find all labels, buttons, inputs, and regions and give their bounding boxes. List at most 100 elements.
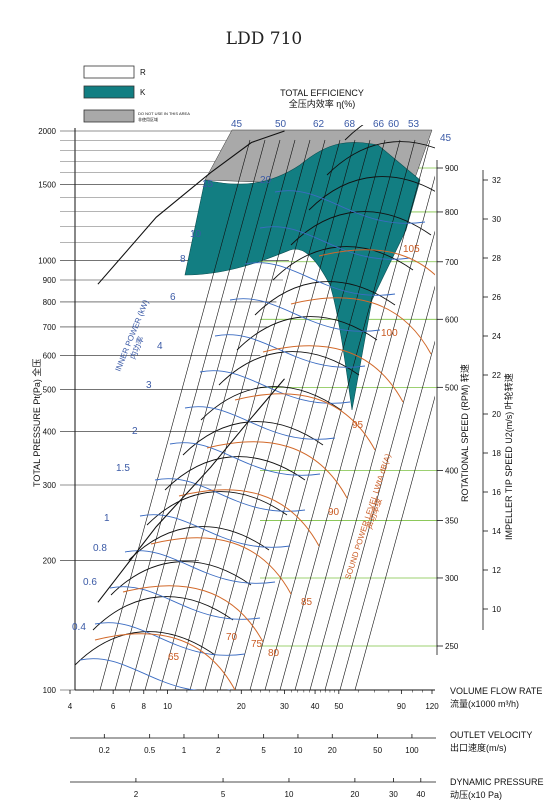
duty-line <box>354 395 435 690</box>
sound-value: 65 <box>168 652 180 663</box>
power-curve <box>274 190 426 224</box>
legend-swatch-k <box>83 85 135 99</box>
sound-value: 85 <box>301 597 313 608</box>
power-curve <box>124 550 276 584</box>
rpm-tick-label: 600 <box>445 315 459 324</box>
rpm-tick-label: 900 <box>445 164 459 173</box>
axis-ticks: 1002003004005006007008009001000150020004… <box>38 127 501 799</box>
velocity-tick-label: 0.2 <box>99 746 111 755</box>
duty-line <box>114 139 266 690</box>
fan-curve <box>290 211 432 246</box>
y-tick-label: 1000 <box>38 256 56 265</box>
velocity-tick-label: 0.5 <box>144 746 156 755</box>
sound-value: 75 <box>251 639 263 650</box>
fan-curve <box>92 596 234 631</box>
sound-curve <box>178 489 320 547</box>
power-curve <box>79 658 230 690</box>
power-value: 0.8 <box>93 543 107 554</box>
rpm-tick-label: 700 <box>445 258 459 267</box>
power-value: 20 <box>260 175 272 186</box>
legend-label-k: K <box>140 88 146 97</box>
sound-value: 95 <box>352 420 364 431</box>
sound-value: 90 <box>328 507 340 518</box>
tip-tick-label: 18 <box>492 449 501 458</box>
velocity-tick-label: 2 <box>216 746 221 755</box>
sound-value: 105 <box>403 244 420 255</box>
x-tick-label: 30 <box>280 702 289 711</box>
sound-curve <box>262 345 404 403</box>
sound-curve <box>234 393 376 451</box>
tip-tick-label: 16 <box>492 488 501 497</box>
tip-tick-label: 26 <box>492 293 501 302</box>
fan-curve <box>254 281 396 316</box>
power-value: 1 <box>104 513 110 524</box>
sound-value: 70 <box>226 632 238 643</box>
x-tick-label: 50 <box>334 702 343 711</box>
dynamic-tick-label: 20 <box>350 790 359 799</box>
efficiency-value: 66 <box>373 119 385 130</box>
y-tick-label: 1500 <box>38 181 56 190</box>
duty-line <box>294 175 435 690</box>
duty-line <box>204 139 356 690</box>
power-value: 1.5 <box>116 463 130 474</box>
x-tick-label: 4 <box>68 702 73 711</box>
y-axis-label: TOTAL PRESSURE Pt(Pa) 全压 <box>31 359 42 487</box>
chart-title: LDD 710 <box>226 29 302 49</box>
power-value: 0.4 <box>72 622 86 633</box>
efficiency-value: 50 <box>275 119 287 130</box>
duty-line <box>264 139 416 690</box>
y-tick-label: 200 <box>43 557 57 566</box>
tip-speed-label: IMPELLER TIP SPEED U2(m/s) 叶轮转速 <box>503 373 514 540</box>
y-tick-label: 800 <box>43 298 57 307</box>
dynamic-tick-label: 10 <box>285 790 294 799</box>
tip-tick-label: 20 <box>492 410 501 419</box>
dynamic-tick-label: 5 <box>221 790 226 799</box>
sound-value: 100 <box>381 328 398 339</box>
power-curve <box>139 514 291 548</box>
duty-line <box>309 230 435 690</box>
power-curve <box>94 622 246 656</box>
power-curve <box>229 298 381 332</box>
duty-line <box>339 340 435 690</box>
fan-curve <box>128 526 270 561</box>
fan-curve <box>110 561 252 596</box>
duty-line <box>219 139 371 690</box>
power-curve <box>259 226 411 260</box>
power-curve <box>184 406 336 440</box>
legend-swatch-r <box>83 65 135 79</box>
dynamic-tick-label: 40 <box>416 790 425 799</box>
rpm-tick-label: 350 <box>445 516 459 525</box>
efficiency-value: 45 <box>440 133 452 144</box>
y-tick-label: 600 <box>43 352 57 361</box>
tip-tick-label: 22 <box>492 371 501 380</box>
power-value: 8 <box>180 254 186 265</box>
rpm-tick-label: 500 <box>445 383 459 392</box>
x-tick-label: 90 <box>397 702 406 711</box>
power-curve <box>109 586 261 620</box>
y-tick-label: 500 <box>43 386 57 395</box>
efficiency-title: TOTAL EFFICIENCY <box>280 88 364 98</box>
power-value: 0.6 <box>83 577 97 588</box>
y-tick-label: 300 <box>43 481 57 490</box>
duty-line <box>99 139 251 690</box>
fan-curve <box>164 456 306 491</box>
velocity-tick-label: 50 <box>373 746 382 755</box>
fan-curve <box>326 141 435 176</box>
power-value: 6 <box>170 292 176 303</box>
velocity-tick-label: 10 <box>294 746 303 755</box>
dynamic-tick-label: 2 <box>134 790 139 799</box>
rpm-tick-label: 800 <box>445 208 459 217</box>
sound-curve <box>206 441 348 499</box>
rpm-tick-label: 400 <box>445 467 459 476</box>
x-tick-label: 8 <box>142 702 147 711</box>
power-curve <box>169 442 321 476</box>
power-curve <box>244 262 396 296</box>
sound-curve <box>290 297 432 355</box>
rpm-tick-label: 250 <box>445 642 459 651</box>
power-curve <box>154 478 306 512</box>
k-region <box>184 142 421 411</box>
fan-curve <box>146 491 288 526</box>
system-lines <box>97 130 285 603</box>
fan-curve <box>344 125 364 141</box>
duty-line <box>234 139 386 690</box>
